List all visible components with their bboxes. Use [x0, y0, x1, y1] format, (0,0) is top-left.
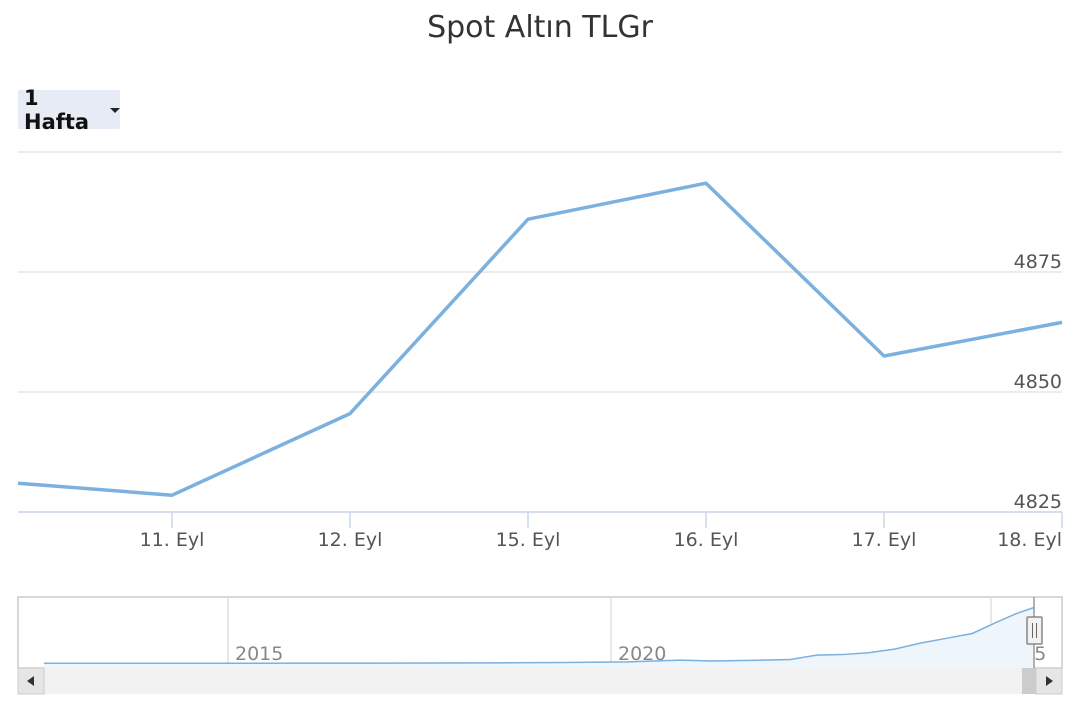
grid-lines — [18, 151, 1062, 513]
x-tick-label: 11. Eyl — [140, 529, 205, 551]
arrow-right-icon — [1046, 676, 1053, 686]
navigator-year-label: 2015 — [235, 643, 283, 665]
y-tick-label: 4850 — [1014, 371, 1062, 393]
scrollbar[interactable] — [17, 667, 1063, 695]
x-tick-label: 16. Eyl — [674, 529, 739, 551]
x-tick-label: 12. Eyl — [318, 529, 383, 551]
series-layer — [17, 181, 1063, 497]
range-selector-label: 1 Hafta — [24, 85, 90, 134]
navigator-line — [43, 606, 1035, 664]
scroll-left-button — [17, 667, 45, 695]
range-selector-button[interactable]: 1 Hafta — [18, 86, 120, 134]
arrow-left-icon — [27, 676, 34, 686]
chevron-down-icon — [110, 108, 120, 113]
navigator[interactable]: 201520202025 — [17, 596, 1063, 669]
x-axis: 11. Eyl 12. Eyl 15. Eyl 16. Eyl 17. Eyl 18. E… — [18, 511, 1063, 551]
y-tick-label: 4825 — [1014, 491, 1062, 513]
navigator-year-label: 2020 — [618, 643, 666, 665]
scrollbar-thumb — [1022, 668, 1036, 694]
x-tick-label: 15. Eyl — [496, 529, 561, 551]
x-tick-label: 17. Eyl — [852, 529, 917, 551]
navigator-area — [44, 607, 1034, 668]
navigator-handle — [1026, 616, 1043, 645]
series-line — [17, 181, 1063, 497]
x-tick-label: 18. Eyl — [997, 529, 1062, 551]
chart-title: Spot Altın TLGr — [427, 10, 653, 45]
y-axis-ticks: 4825 4850 4875 — [1014, 251, 1062, 513]
scrollbar-track — [18, 668, 1062, 694]
y-tick-label: 4875 — [1014, 251, 1062, 273]
